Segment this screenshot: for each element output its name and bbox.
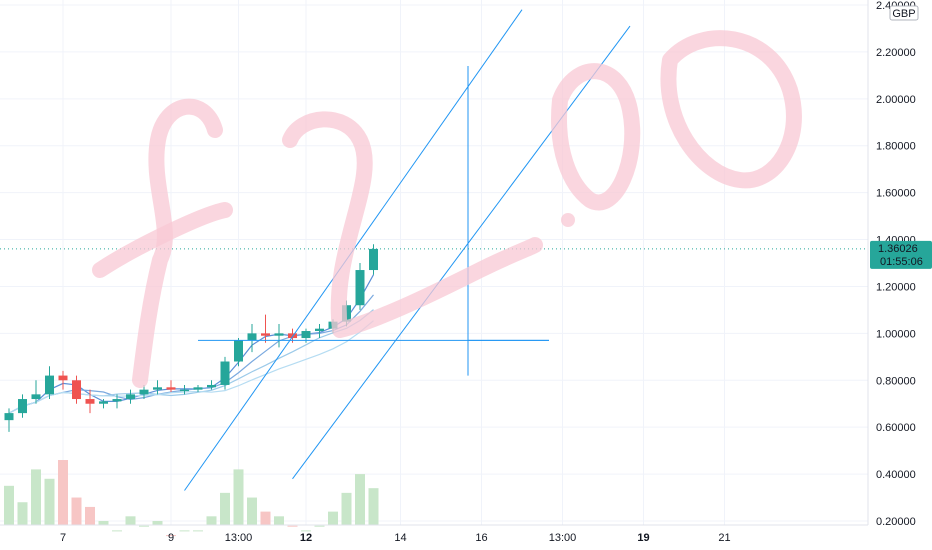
volume-bar	[193, 530, 203, 532]
handwriting-dot	[561, 213, 575, 227]
moving-average-lines	[8, 274, 375, 414]
y-tick-label: 0.20000	[876, 516, 916, 528]
volume-bar	[206, 516, 217, 525]
handwriting-stroke	[660, 30, 802, 189]
x-tick-label: 13:00	[225, 532, 253, 544]
x-tick-label: 13:00	[549, 532, 577, 544]
volume-bar	[125, 516, 136, 525]
last-price-badge: 1.36026 01:55:06	[870, 240, 932, 269]
candle-body	[207, 384, 216, 388]
volume-bar	[287, 525, 298, 527]
candle-body	[193, 387, 203, 390]
candle-body	[72, 380, 81, 400]
candle-body	[85, 399, 95, 404]
candle-body	[58, 375, 68, 381]
handwritten-annotation	[92, 30, 802, 388]
handwriting-stroke	[282, 111, 543, 338]
candle-body	[18, 399, 27, 414]
volume-bar	[58, 460, 68, 525]
volume-bar	[139, 525, 149, 527]
x-tick-label: 7	[60, 532, 66, 544]
y-tick-label: 1.80000	[876, 141, 916, 153]
candle-body	[139, 389, 149, 395]
currency-badge: GBP	[889, 5, 919, 21]
volume-bar	[44, 478, 55, 525]
x-tick-label: 21	[718, 532, 730, 544]
candle-body	[261, 333, 270, 336]
handwriting-stroke	[132, 98, 223, 388]
price-axis[interactable]: 2.400002.200002.000001.800001.600001.400…	[876, 0, 916, 528]
candle-body	[234, 340, 243, 362]
y-tick-label: 2.00000	[876, 94, 916, 106]
moving-average-line	[8, 294, 374, 414]
candle-body	[31, 394, 41, 400]
volume-bar	[152, 521, 163, 525]
volume-bar	[328, 511, 338, 525]
moving-average-line	[8, 320, 374, 414]
x-tick-label: 16	[475, 532, 487, 544]
volume-bar	[17, 502, 28, 525]
last-price: 1.36026	[878, 243, 918, 255]
trend-line	[292, 25, 631, 480]
volume-bar	[71, 497, 82, 525]
volume-bar	[166, 535, 176, 537]
volume-bar	[98, 521, 109, 525]
volume-bar	[220, 492, 230, 525]
moving-average-line	[8, 309, 374, 414]
y-tick-label: 0.40000	[876, 469, 916, 481]
volume-bars	[4, 460, 379, 537]
countdown: 01:55:06	[880, 256, 923, 268]
candle-body	[220, 361, 230, 385]
candle-body	[126, 394, 135, 400]
volume-bar	[274, 516, 284, 525]
candle-body	[45, 375, 54, 395]
y-tick-label: 0.60000	[876, 422, 916, 434]
y-tick-label: 1.20000	[876, 281, 916, 293]
volume-bar	[85, 506, 95, 525]
volume-bar	[341, 492, 352, 525]
volume-bar	[233, 469, 244, 525]
candle-body	[247, 333, 257, 341]
volume-bar	[179, 530, 190, 532]
candle-body	[166, 387, 176, 390]
grid	[0, 0, 868, 525]
candle-body	[274, 333, 284, 336]
volume-bar	[31, 469, 41, 525]
y-tick-label: 1.00000	[876, 328, 916, 340]
candle-body	[180, 389, 189, 392]
volume-bar	[112, 530, 122, 532]
candle-body	[315, 328, 324, 332]
x-tick-label: 12	[300, 532, 312, 544]
candle-body	[288, 333, 297, 339]
y-tick-label: 0.80000	[876, 375, 916, 387]
x-tick-label: 9	[168, 532, 174, 544]
volume-bar	[260, 511, 271, 525]
candle-body	[99, 401, 108, 404]
volume-bar	[355, 474, 365, 525]
candle-body	[369, 248, 378, 271]
volume-bar	[4, 485, 14, 525]
x-tick-label: 14	[394, 532, 406, 544]
candles	[4, 244, 378, 432]
handwriting-stroke	[551, 63, 641, 211]
candle-body	[355, 270, 365, 306]
x-tick-label: 19	[637, 532, 649, 544]
volume-bar	[368, 488, 379, 525]
candle-body	[153, 387, 162, 390]
y-tick-label: 2.20000	[876, 47, 916, 59]
volume-bar	[247, 497, 257, 525]
volume-bar	[301, 530, 311, 532]
candle-body	[301, 331, 311, 339]
currency-label: GBP	[892, 8, 915, 20]
handwriting-stroke	[92, 202, 233, 278]
time-axis[interactable]: 7 9 13:00 12 14 16 13:00 19 21	[60, 532, 731, 544]
candle-body	[112, 399, 122, 402]
volume-bar	[314, 525, 325, 527]
y-tick-label: 1.60000	[876, 188, 916, 200]
candle-body	[4, 413, 14, 421]
